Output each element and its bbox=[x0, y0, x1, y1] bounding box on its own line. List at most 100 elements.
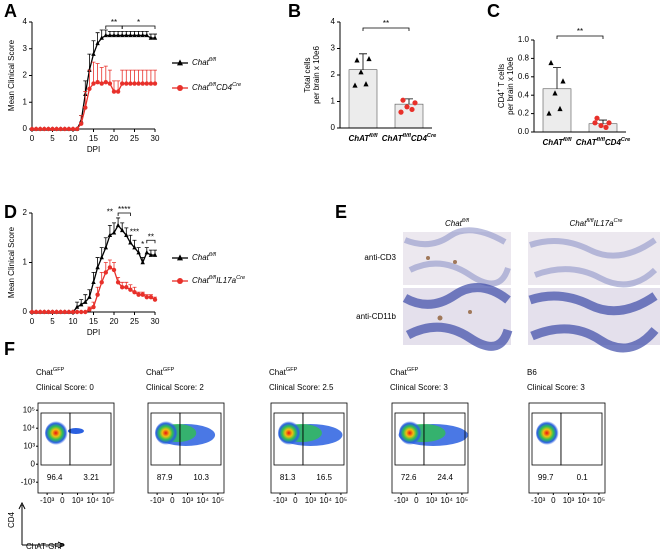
x-tick-label: 15 bbox=[89, 317, 98, 326]
marker bbox=[136, 292, 141, 297]
legend-label: Chatfl/flCD4Cre bbox=[192, 82, 241, 92]
marker bbox=[46, 309, 51, 315]
error-bar bbox=[87, 69, 92, 89]
text-part: ChAT bbox=[382, 134, 404, 143]
text-part: CD4 bbox=[216, 83, 233, 92]
plot-frame bbox=[391, 402, 469, 494]
text-part: fl/fl bbox=[209, 57, 217, 63]
x-tick-label: 0 bbox=[30, 317, 35, 326]
text-part: per brain x 10e6 bbox=[312, 46, 321, 104]
x-tick-label: 30 bbox=[151, 134, 160, 143]
stain bbox=[437, 315, 443, 321]
marker bbox=[99, 280, 104, 285]
marker bbox=[38, 309, 43, 315]
text-part: T cells bbox=[497, 64, 506, 89]
significance-bracket bbox=[121, 25, 156, 30]
significance-bracket bbox=[117, 212, 131, 216]
marker bbox=[29, 126, 35, 132]
marker bbox=[62, 126, 67, 132]
marker bbox=[358, 69, 364, 75]
y-tick-label: 0.8 bbox=[518, 54, 530, 63]
error-bar bbox=[107, 69, 112, 84]
y-tick-label: 1 bbox=[331, 97, 336, 106]
stain bbox=[468, 310, 472, 314]
histology-images bbox=[402, 227, 660, 353]
x-tick-label: 10⁵ bbox=[212, 496, 224, 505]
marker bbox=[107, 81, 113, 86]
marker bbox=[352, 82, 358, 88]
x-tick-label: ChATfl/fl bbox=[542, 137, 572, 147]
marker bbox=[66, 309, 72, 315]
significance-label: * bbox=[141, 240, 144, 249]
text-part: ChAT bbox=[348, 134, 370, 143]
y-axis-label: CD4 bbox=[7, 511, 16, 528]
marker bbox=[148, 35, 154, 40]
text-part: Chat bbox=[192, 253, 210, 262]
marker bbox=[152, 297, 158, 302]
plot-frame bbox=[37, 402, 115, 494]
plot-subtitle: Clinical Score: 3 bbox=[390, 383, 448, 392]
marker bbox=[412, 100, 418, 106]
text-part: Chat bbox=[36, 368, 54, 377]
text-part: Chat bbox=[192, 276, 210, 285]
y-tick-label: -10³ bbox=[21, 477, 36, 486]
y-tick-label: 1 bbox=[23, 258, 28, 267]
x-tick-label: -10³ bbox=[150, 496, 165, 505]
marker bbox=[546, 110, 552, 116]
marker bbox=[66, 126, 72, 132]
text-part: Cre bbox=[621, 137, 630, 143]
error-bar bbox=[153, 69, 157, 84]
density-core bbox=[155, 421, 179, 445]
marker bbox=[124, 81, 129, 86]
marker bbox=[87, 86, 92, 92]
text-part: Cre bbox=[427, 133, 436, 139]
error-bar bbox=[359, 53, 367, 70]
error-bar bbox=[95, 63, 100, 83]
text-part: fl/fl bbox=[403, 133, 412, 139]
x-axis-label: DPI bbox=[87, 328, 100, 337]
significance-label: ** bbox=[148, 232, 154, 241]
panel-label: D bbox=[4, 202, 17, 222]
text-part: per brain x 10e6 bbox=[506, 57, 515, 115]
marker bbox=[128, 287, 133, 292]
y-tick-label: 4 bbox=[23, 17, 28, 26]
x-tick-label: 10⁵ bbox=[335, 496, 347, 505]
gate-value: 72.6 bbox=[401, 473, 417, 482]
marker bbox=[50, 126, 55, 132]
marker bbox=[115, 32, 121, 38]
marker bbox=[120, 227, 125, 233]
significance-bracket bbox=[146, 239, 156, 244]
series-line bbox=[32, 81, 155, 130]
marker bbox=[107, 32, 113, 38]
text-part: Cre bbox=[614, 218, 623, 224]
error-bar bbox=[136, 69, 141, 84]
panel-label: F bbox=[4, 339, 15, 359]
marker bbox=[103, 270, 109, 275]
marker bbox=[50, 309, 55, 315]
marker bbox=[103, 79, 109, 85]
x-axis-label: DPI bbox=[87, 145, 100, 154]
marker bbox=[107, 265, 113, 270]
column-header: Chatfl/fl bbox=[445, 218, 470, 228]
marker bbox=[33, 126, 39, 132]
plot-subtitle: Clinical Score: 2.5 bbox=[269, 383, 334, 392]
text-part: IL17a bbox=[216, 276, 237, 285]
text-part: ChAT bbox=[576, 138, 598, 147]
marker bbox=[140, 32, 145, 38]
x-tick-label: 25 bbox=[130, 317, 139, 326]
text-part: fl/fl bbox=[209, 252, 217, 258]
text-part: Chat bbox=[192, 83, 210, 92]
x-tick-label: 0 bbox=[551, 496, 556, 505]
marker bbox=[124, 285, 129, 290]
significance-label: ** bbox=[107, 208, 113, 217]
x-tick-label: 30 bbox=[151, 317, 160, 326]
marker bbox=[136, 32, 141, 38]
flow-axis-arrows bbox=[18, 501, 66, 549]
marker bbox=[42, 126, 47, 132]
marker bbox=[557, 105, 563, 112]
marker bbox=[132, 245, 137, 250]
gate bbox=[560, 412, 603, 466]
gate-value: 96.4 bbox=[47, 473, 63, 482]
error-bar bbox=[599, 119, 607, 124]
